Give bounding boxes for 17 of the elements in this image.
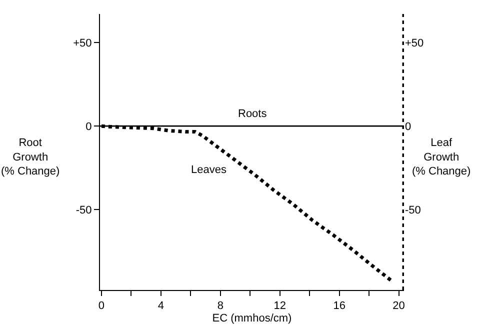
x-tick-label: 4 xyxy=(158,300,164,312)
y-axis-title: Root Growth (% Change) xyxy=(1,137,60,178)
x-tick-label: 0 xyxy=(98,300,105,312)
x-tick-label: 8 xyxy=(217,300,224,312)
y-tick-label: 0 xyxy=(86,120,92,133)
y2-axis-title: Leaf Growth (% Change) xyxy=(412,137,471,178)
series-label: Leaves xyxy=(191,164,227,176)
x-tick-label: 20 xyxy=(392,300,405,312)
y2-tick-label: +50 xyxy=(405,37,424,50)
x-axis-title: EC (mmhos/cm) xyxy=(212,312,292,324)
y-tick-label: -50 xyxy=(76,204,92,217)
y2-tick-label: 0 xyxy=(405,120,412,133)
x-tick-label: 16 xyxy=(333,300,346,312)
y-tick-label: +50 xyxy=(73,37,92,50)
series-label: Roots xyxy=(238,108,268,120)
y2-tick-label: -50 xyxy=(405,204,421,217)
x-tick-label: 12 xyxy=(274,300,286,312)
